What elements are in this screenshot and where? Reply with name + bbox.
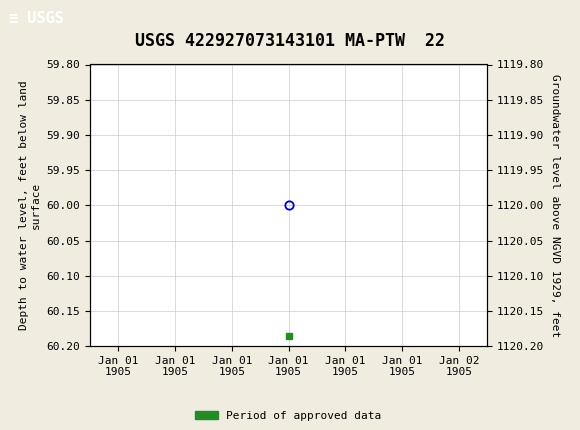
Y-axis label: Groundwater level above NGVD 1929, feet: Groundwater level above NGVD 1929, feet xyxy=(550,74,560,337)
Text: USGS 422927073143101 MA-PTW  22: USGS 422927073143101 MA-PTW 22 xyxy=(135,32,445,50)
Text: ≡ USGS: ≡ USGS xyxy=(9,11,63,26)
Y-axis label: Depth to water level, feet below land
surface: Depth to water level, feet below land su… xyxy=(19,80,41,330)
Legend: Period of approved data: Period of approved data xyxy=(191,406,386,425)
